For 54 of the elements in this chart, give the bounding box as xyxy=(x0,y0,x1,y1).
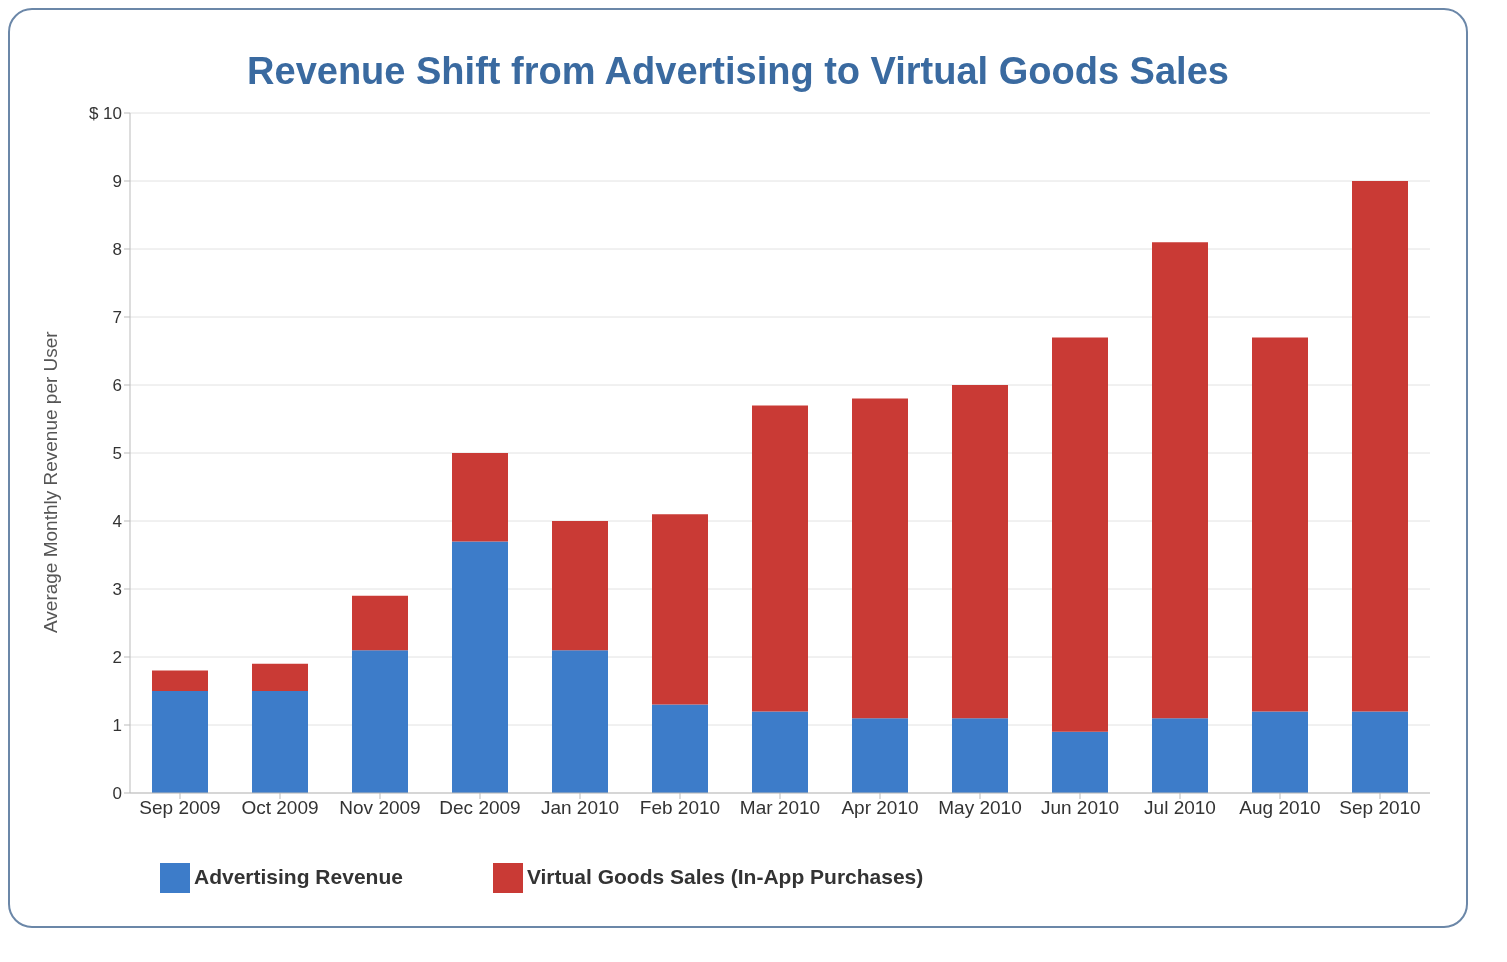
legend-label: Advertising Revenue xyxy=(194,864,403,888)
bar xyxy=(152,670,208,691)
y-tick-label: 5 xyxy=(112,444,122,464)
x-tick-label: Oct 2009 xyxy=(241,797,319,819)
y-tick-label: 4 xyxy=(112,512,122,532)
x-tick-label: Aug 2010 xyxy=(1239,797,1321,819)
bar xyxy=(1152,242,1208,719)
bar xyxy=(1252,711,1308,793)
x-tick-label: Jan 2010 xyxy=(540,797,620,819)
bar xyxy=(1052,731,1108,793)
x-tick-label: Apr 2010 xyxy=(841,797,919,819)
legend-label: Virtual Goods Sales (In-App Purchases) xyxy=(526,864,924,888)
y-tick-label: 0 xyxy=(112,784,122,804)
bar xyxy=(852,718,908,793)
bar xyxy=(952,718,1008,793)
y-tick-label: 2 xyxy=(112,648,122,668)
bar xyxy=(952,385,1008,719)
y-axis-title: Average Monthly Revenue per User xyxy=(39,330,61,633)
bar xyxy=(652,514,708,705)
x-tick-label: Nov 2009 xyxy=(339,797,421,819)
y-tick-label: $ 10 xyxy=(88,104,122,124)
bar xyxy=(152,691,208,793)
y-tick-label: 1 xyxy=(112,716,122,736)
bar xyxy=(1252,337,1308,712)
x-tick-label: Sep 2009 xyxy=(139,797,221,819)
bar xyxy=(1152,718,1208,793)
bar xyxy=(552,521,608,651)
bar xyxy=(1352,711,1408,793)
bar xyxy=(452,453,508,542)
bar xyxy=(1352,181,1408,712)
bar xyxy=(752,405,808,712)
x-tick-label: Sep 2010 xyxy=(1339,797,1421,819)
y-tick-label: 8 xyxy=(112,240,122,260)
x-tick-label: Jul 2010 xyxy=(1144,797,1216,819)
x-tick-label: Jun 2010 xyxy=(1040,797,1120,819)
chart-title: Revenue Shift from Advertising to Virtual Goods Sales xyxy=(246,50,1230,93)
bar xyxy=(252,691,308,793)
bar xyxy=(452,541,508,793)
bar xyxy=(352,650,408,793)
x-tick-label: Feb 2010 xyxy=(639,797,721,819)
bar xyxy=(552,650,608,793)
bar xyxy=(352,595,408,651)
bar xyxy=(852,398,908,719)
y-tick-label: 6 xyxy=(112,376,122,396)
x-tick-label: Mar 2010 xyxy=(739,797,821,819)
y-tick-label: 7 xyxy=(112,308,122,328)
bar xyxy=(252,663,308,691)
bar xyxy=(752,711,808,793)
y-tick-label: 3 xyxy=(112,580,122,600)
bar xyxy=(1052,337,1108,732)
bar xyxy=(652,704,708,793)
x-tick-label: Dec 2009 xyxy=(439,797,521,819)
x-tick-label: May 2010 xyxy=(938,797,1022,819)
y-tick-label: 9 xyxy=(112,172,122,192)
